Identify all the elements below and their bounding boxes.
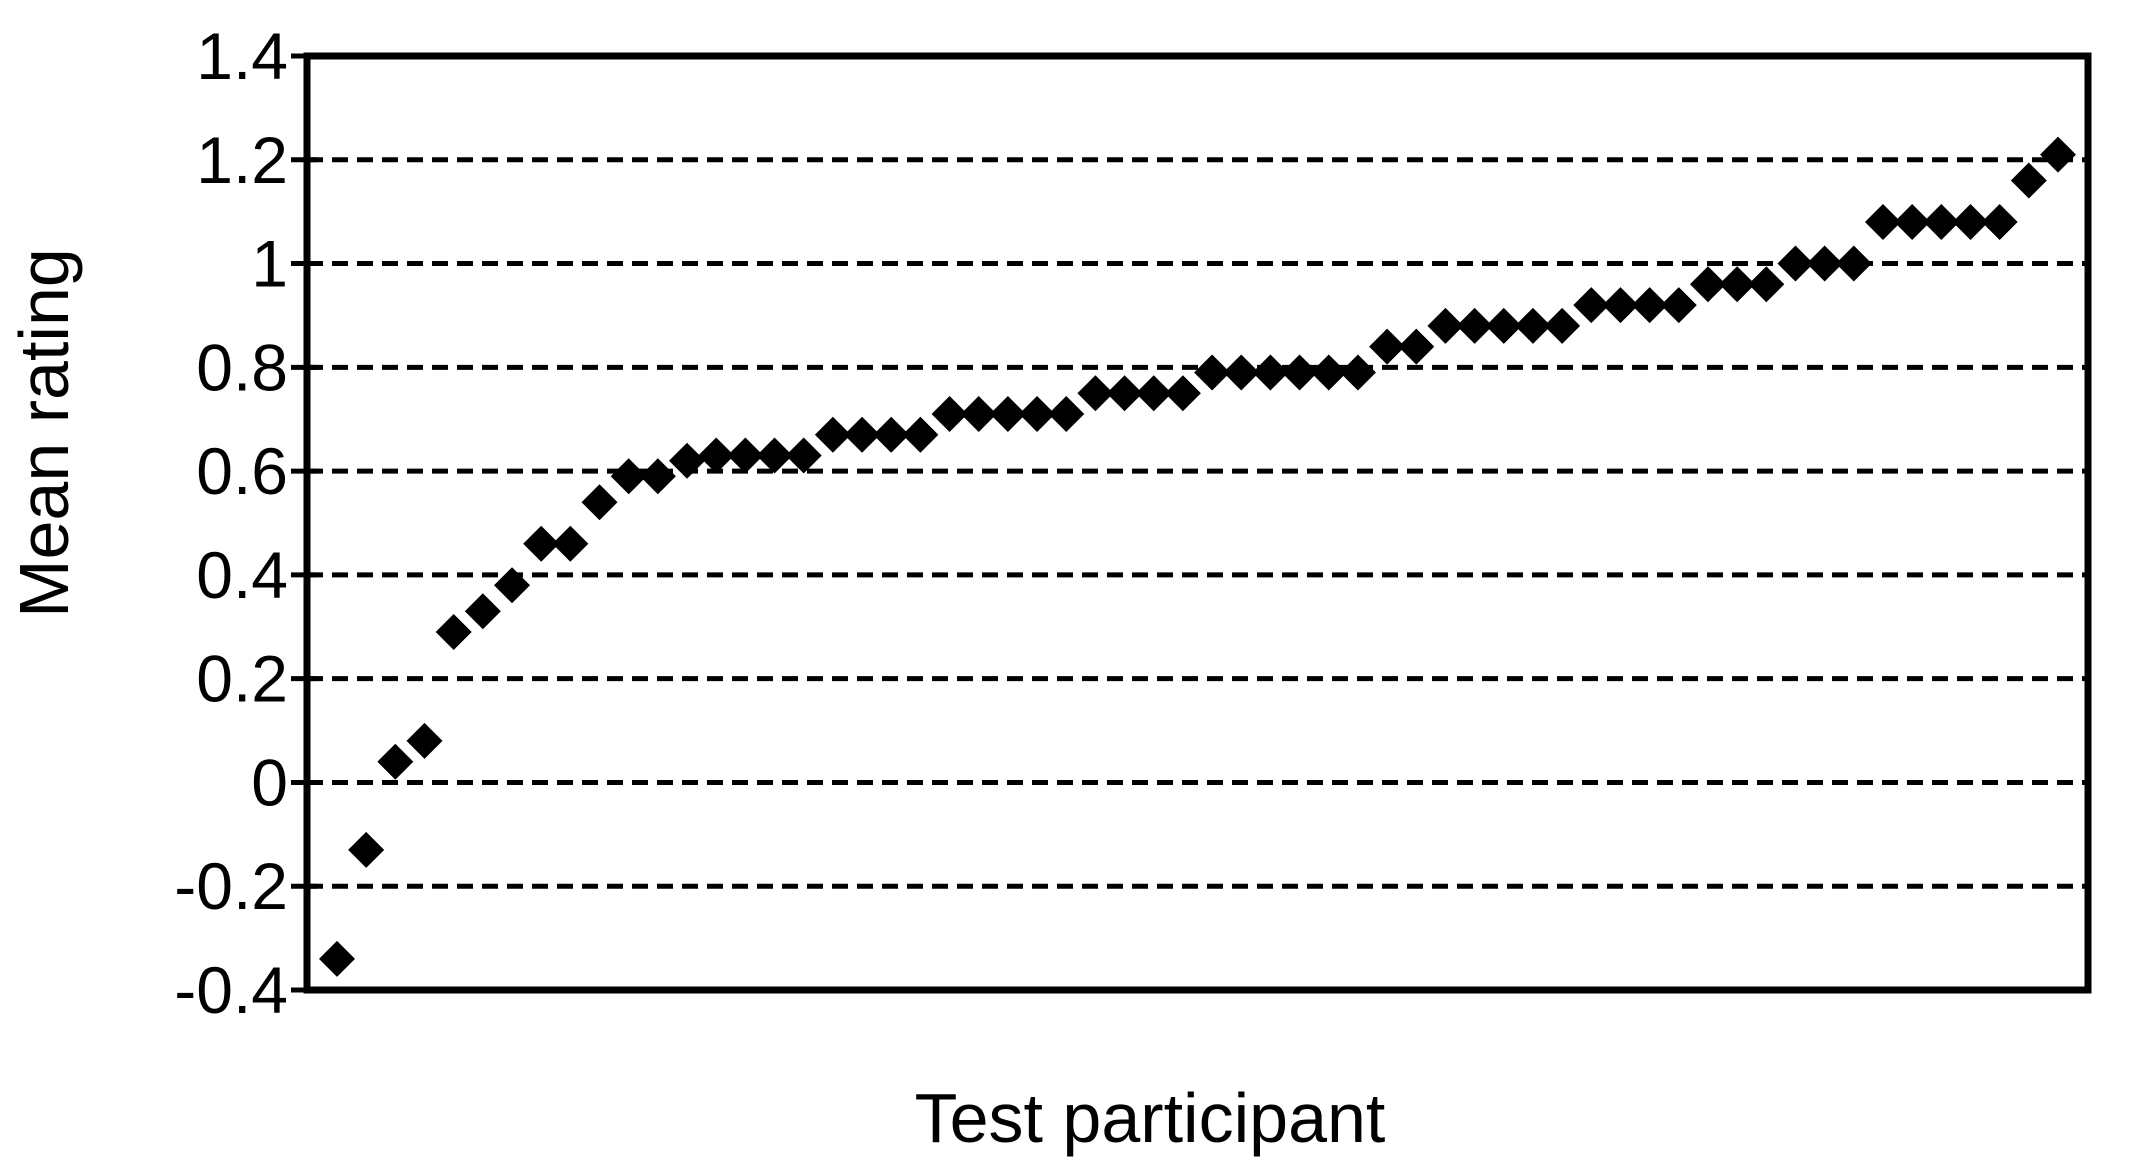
data-point: [1135, 375, 1172, 412]
data-points: [319, 136, 2076, 977]
y-tick-label: 0.2: [196, 642, 288, 716]
data-point: [639, 458, 676, 495]
data-point: [785, 437, 822, 474]
data-point: [523, 525, 560, 562]
data-point: [960, 396, 997, 433]
data-point: [1019, 396, 1056, 433]
y-axis-title: Mean rating: [5, 248, 83, 618]
data-point: [1719, 266, 1756, 303]
data-point: [669, 442, 706, 479]
data-point: [1252, 354, 1289, 391]
data-point: [581, 484, 618, 521]
x-axis-title: Test participant: [915, 1079, 1386, 1157]
data-point: [1544, 307, 1581, 344]
data-point: [1048, 396, 1085, 433]
y-tick-labels: 1.4 1.2 1 0.8 0.6 0.4 0.2 0 -0.2 -0.4: [174, 19, 288, 1027]
data-point: [814, 416, 851, 453]
data-point: [494, 567, 531, 604]
y-tick-label: 1.4: [196, 19, 288, 93]
data-point: [1602, 287, 1639, 324]
data-point: [377, 743, 414, 780]
data-point: [319, 940, 355, 977]
data-point: [435, 613, 472, 650]
y-tick-label: 0.6: [196, 434, 288, 508]
data-point: [1864, 204, 1901, 241]
data-point: [1398, 328, 1435, 365]
data-point: [1223, 354, 1260, 391]
data-point: [1369, 328, 1406, 365]
data-point: [844, 416, 881, 453]
data-point: [1077, 375, 1114, 412]
data-point: [1777, 245, 1814, 282]
data-point: [1748, 266, 1785, 303]
data-point: [873, 416, 910, 453]
data-point: [1164, 375, 1201, 412]
data-point: [1923, 204, 1960, 241]
data-point: [1631, 287, 1668, 324]
y-tick-label: -0.4: [174, 953, 288, 1027]
data-point: [2010, 162, 2047, 199]
data-point: [1281, 354, 1318, 391]
data-point: [1660, 287, 1697, 324]
data-point: [1514, 307, 1551, 344]
data-point: [1806, 245, 1843, 282]
data-point: [464, 593, 501, 630]
data-point: [1981, 204, 2018, 241]
data-point: [1573, 287, 1610, 324]
y-tick-label: -0.2: [174, 849, 288, 923]
data-point: [1835, 245, 1872, 282]
data-point: [1952, 204, 1989, 241]
data-point: [1689, 266, 1726, 303]
data-point: [1485, 307, 1522, 344]
data-point: [2040, 136, 2076, 173]
data-point: [727, 437, 764, 474]
data-point: [931, 396, 968, 433]
data-point: [1194, 354, 1231, 391]
y-tick-label: 1: [251, 227, 288, 301]
data-point: [1310, 354, 1347, 391]
data-point: [698, 437, 735, 474]
y-tick-label: 0: [251, 745, 288, 819]
data-point: [756, 437, 793, 474]
y-tick-label: 1.2: [196, 123, 288, 197]
data-point: [1456, 307, 1493, 344]
data-point: [1106, 375, 1143, 412]
data-point: [1894, 204, 1931, 241]
y-tick-label: 0.8: [196, 330, 288, 404]
plot-frame: [303, 52, 2092, 994]
data-point: [989, 396, 1026, 433]
data-point: [348, 831, 385, 868]
data-point: [902, 416, 939, 453]
data-point: [610, 458, 647, 495]
data-point: [552, 525, 589, 562]
data-point: [1427, 307, 1464, 344]
data-point: [406, 722, 443, 759]
y-tick-label: 0.4: [196, 538, 288, 612]
data-point: [1339, 354, 1376, 391]
